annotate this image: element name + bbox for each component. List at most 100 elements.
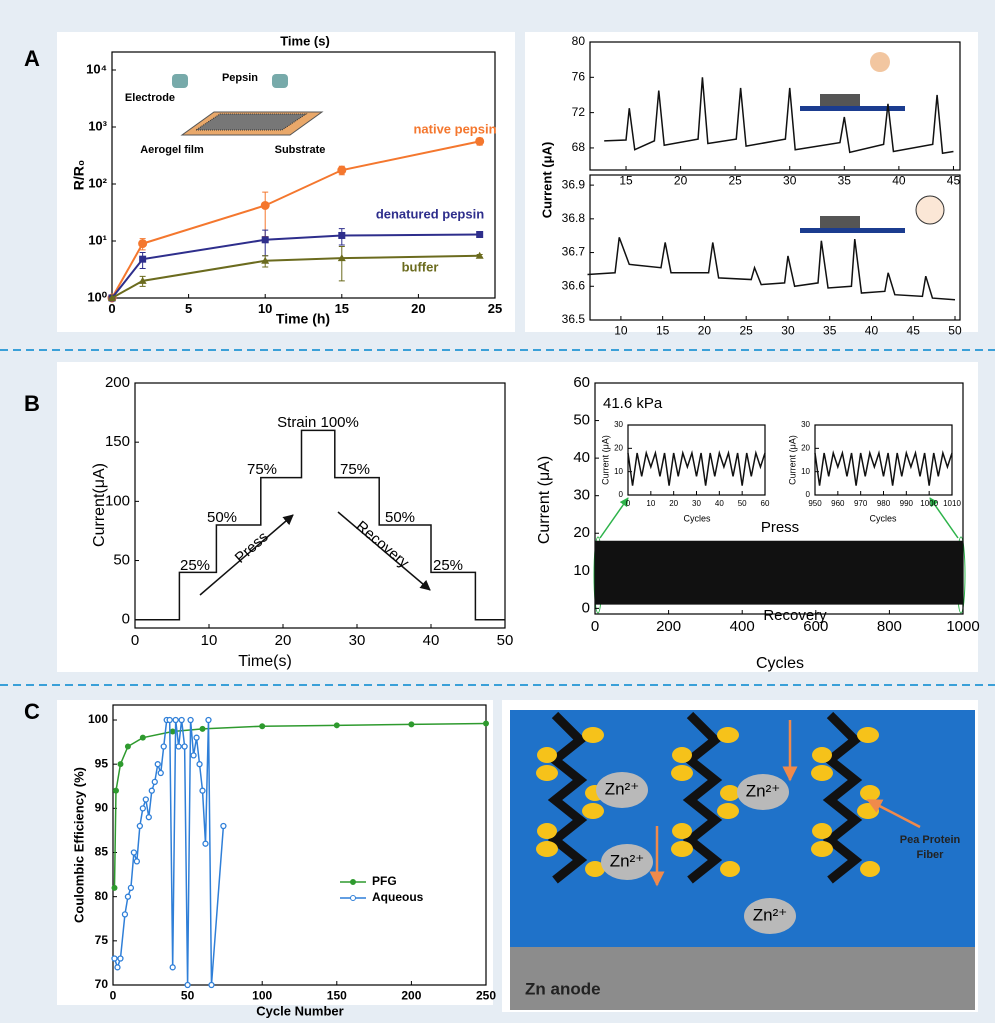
x-tick-label: 990 — [900, 499, 914, 508]
marker — [173, 718, 178, 723]
ion-label: Zn²⁺ — [753, 905, 787, 924]
x-tick-label: 50 — [497, 632, 514, 649]
y-tick-label: 10⁰ — [87, 289, 107, 304]
y-tick-label: 80 — [95, 889, 109, 903]
panel-bg — [57, 362, 978, 672]
marker — [149, 788, 154, 793]
x-tick-label: 30 — [781, 323, 795, 337]
y-tick-label: 60 — [573, 374, 590, 391]
x-tick-label: 60 — [761, 499, 770, 508]
y-axis-label: Current (μA) — [536, 456, 553, 544]
y-tick-label: 10³ — [88, 118, 107, 133]
x-tick-label: 0 — [110, 988, 117, 1002]
x-tick-label: 1010 — [943, 499, 961, 508]
x-tick-label: 10 — [646, 499, 655, 508]
x-tick-label: 200 — [656, 618, 681, 635]
legend-swatch — [351, 880, 356, 885]
marker — [182, 744, 187, 749]
y-tick-label: 95 — [95, 756, 109, 770]
x-axis-label: Cycles — [756, 655, 804, 672]
x-tick-label: 15 — [335, 301, 349, 316]
y-tick-label: 100 — [88, 712, 108, 726]
y-tick-label: 40 — [573, 449, 590, 466]
annotation: 25% — [433, 557, 463, 574]
y-tick-label: 20 — [573, 524, 590, 541]
y-tick-label: 100 — [105, 492, 130, 509]
pepsin-icon — [172, 74, 188, 88]
marker — [262, 236, 269, 243]
marker — [158, 771, 163, 776]
y-tick-label: 75 — [95, 933, 109, 947]
annotation: Substrate — [275, 144, 326, 156]
x-tick-label: 40 — [715, 499, 724, 508]
x-tick-label: 40 — [865, 323, 879, 337]
y-tick-label: 36.8 — [562, 211, 586, 225]
face-icon — [916, 196, 944, 224]
marker — [338, 232, 345, 239]
marker — [260, 724, 265, 729]
y-tick-label: 50 — [113, 552, 130, 569]
x-tick-label: 0 — [131, 632, 139, 649]
marker — [188, 718, 193, 723]
protein-blob — [537, 823, 557, 839]
marker — [197, 762, 202, 767]
sensor-icon — [800, 228, 905, 233]
fiber-label: Pea Protein — [900, 834, 961, 846]
x-tick-label: 10 — [258, 301, 272, 316]
annotation: Aerogel film — [140, 144, 204, 156]
annotation: Strain 100% — [277, 414, 359, 431]
x-tick-label: 1000 — [946, 618, 979, 635]
x-tick-label: 960 — [831, 499, 845, 508]
ion-label: Zn²⁺ — [605, 779, 639, 798]
panel-label: C — [24, 699, 40, 724]
sensor-icon — [820, 216, 860, 228]
x-tick-label: 10 — [201, 632, 218, 649]
y-axis-label: R/R₀ — [71, 160, 87, 190]
marker — [409, 722, 414, 727]
protein-blob — [671, 841, 693, 857]
marker — [176, 744, 181, 749]
annotation: Press — [761, 519, 799, 536]
y-tick-label: 10 — [614, 467, 623, 476]
protein-blob — [812, 823, 832, 839]
marker — [170, 965, 175, 970]
annotation: 41.6 kPa — [603, 395, 663, 412]
y-tick-label: 0 — [122, 611, 130, 628]
y-tick-label: 80 — [572, 34, 586, 48]
x-tick-label: 0 — [108, 301, 115, 316]
marker — [161, 744, 166, 749]
marker — [179, 718, 184, 723]
y-tick-label: 72 — [572, 105, 586, 119]
protein-blob — [672, 823, 692, 839]
x-tick-label: 40 — [423, 632, 440, 649]
y-axis-label: Coulombic Efficiency (%) — [71, 767, 86, 923]
x-tick-label: 25 — [488, 301, 502, 316]
y-tick-label: 0 — [582, 599, 590, 616]
y-tick-label: 30 — [573, 487, 590, 504]
y-axis-label: Current(μA) — [91, 463, 108, 547]
series-label: denatured pepsin — [376, 206, 484, 221]
marker — [125, 894, 130, 899]
panel-label: B — [24, 391, 40, 416]
marker — [146, 815, 151, 820]
sensor-icon — [820, 94, 860, 106]
marker — [191, 753, 196, 758]
protein-blob — [537, 747, 557, 763]
y-tick-label: 0 — [806, 490, 811, 499]
figure: A B C Zn²⁺Zn²⁺Zn²⁺Zn²⁺Pea ProteinFiberZn… — [0, 0, 995, 1023]
marker — [112, 885, 117, 890]
y-tick-label: 200 — [105, 374, 130, 391]
y-tick-label: 150 — [105, 433, 130, 450]
marker — [139, 256, 146, 263]
marker — [131, 850, 136, 855]
x-tick-label: 10 — [614, 323, 628, 337]
y-axis-label: Current (μA) — [539, 142, 554, 219]
y-tick-label: 76 — [572, 69, 586, 83]
y-tick-label: 10 — [573, 562, 590, 579]
marker — [155, 762, 160, 767]
series-label: buffer — [402, 259, 439, 274]
x-tick-label: 800 — [877, 618, 902, 635]
marker — [170, 729, 175, 734]
x-tick-label: 20 — [669, 499, 678, 508]
x-tick-label: 0 — [591, 618, 599, 635]
